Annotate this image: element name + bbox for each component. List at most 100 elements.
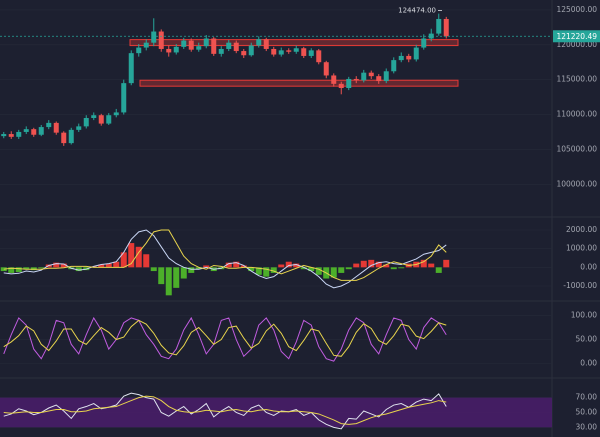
candle-body: [316, 50, 322, 63]
candle-body: [346, 78, 352, 89]
candle-body: [151, 31, 157, 43]
candle-body: [286, 50, 292, 52]
histogram-bar: [203, 265, 210, 268]
last-price-label: 121220.49: [556, 32, 597, 41]
candle-body: [428, 33, 434, 39]
histogram-bar: [113, 261, 120, 268]
histogram-bar: [98, 264, 105, 268]
candle-body: [271, 48, 277, 55]
histogram-bar: [443, 259, 450, 268]
histogram-bar: [165, 267, 172, 296]
candle-body: [308, 50, 314, 56]
candle-body: [8, 134, 14, 137]
indicator-line: [3, 392, 447, 430]
candle-body: [241, 51, 247, 56]
y-tick-label: 115000.00: [556, 75, 597, 84]
candle-body: [323, 62, 329, 76]
candle-body: [226, 42, 232, 49]
histogram-bar: [300, 267, 307, 270]
zone: [129, 39, 459, 47]
candle-body: [278, 50, 284, 55]
y-tick-label: 2000.00: [566, 225, 597, 234]
y-tick-label: 50.00: [576, 335, 598, 344]
y-tick-label: 70.00: [576, 393, 598, 402]
candle-body: [376, 76, 382, 82]
candle-body: [406, 55, 412, 60]
histogram-bar: [240, 265, 247, 268]
y-tick-label: 120000.00: [556, 40, 597, 49]
histogram-bar: [360, 260, 367, 268]
histogram-bar: [293, 263, 300, 268]
candle-body: [211, 38, 217, 54]
high-annotation: 124474.00: [398, 7, 436, 15]
histogram-bar: [120, 252, 127, 268]
histogram-bar: [188, 267, 195, 273]
candle-body: [106, 115, 112, 124]
y-tick-label: 100.00: [571, 311, 597, 320]
histogram-bar: [270, 267, 277, 273]
histogram-bar: [195, 267, 202, 270]
candle-body: [128, 53, 134, 84]
candle-body: [173, 46, 179, 53]
indicator-line: [3, 229, 447, 281]
y-tick-label: 1000.00: [566, 244, 597, 253]
histogram-bar: [38, 267, 45, 269]
histogram-bar: [15, 267, 22, 272]
indicator-line: [3, 319, 447, 357]
candle-body: [31, 129, 37, 135]
candle-body: [68, 129, 74, 144]
y-tick-label: 105000.00: [556, 144, 597, 153]
last-price-tag: [553, 30, 600, 43]
indicator-line: [3, 395, 447, 425]
y-tick-label: -1000.00: [563, 281, 597, 290]
histogram-bar: [158, 267, 165, 285]
candle-body: [46, 122, 52, 128]
histogram-bar: [345, 267, 352, 270]
histogram-bar: [330, 267, 337, 278]
histogram-bar: [53, 262, 60, 268]
candle-body: [361, 72, 367, 81]
candle-body: [136, 47, 142, 54]
indicator-line: [3, 316, 447, 362]
histogram-bar: [255, 267, 262, 275]
histogram-bar: [0, 267, 7, 272]
y-tick-label: 30.00: [576, 422, 598, 431]
histogram-bar: [398, 267, 405, 269]
histogram-bar: [105, 263, 112, 268]
candle-body: [203, 38, 209, 47]
candle-body: [61, 132, 67, 144]
histogram-bar: [263, 267, 270, 277]
histogram-bar: [383, 264, 390, 268]
candle-body: [398, 55, 404, 61]
candle-body: [143, 42, 149, 48]
band: [0, 397, 552, 428]
candle-body: [181, 40, 187, 47]
candle-body: [443, 18, 449, 37]
histogram-bar: [180, 267, 187, 279]
histogram-bar: [353, 263, 360, 268]
candle-body: [188, 40, 194, 50]
histogram-bar: [285, 261, 292, 268]
histogram-bar: [225, 262, 232, 268]
indicator-line: [3, 229, 447, 289]
histogram-bar: [135, 246, 142, 268]
histogram-bar: [8, 267, 15, 273]
candle-body: [293, 48, 299, 52]
histogram-bar: [233, 261, 240, 268]
candle-body: [383, 71, 389, 82]
candle-body: [421, 38, 427, 48]
histogram-bar: [368, 259, 375, 268]
candle-body: [436, 18, 442, 34]
candle-body: [196, 46, 202, 50]
candle-body: [121, 83, 127, 113]
candle-body: [166, 48, 172, 53]
candle-body: [98, 115, 104, 124]
candle-body: [91, 115, 97, 119]
candle-body: [158, 31, 164, 49]
candle-body: [256, 39, 262, 46]
histogram-bar: [428, 263, 435, 268]
candle-body: [218, 48, 224, 54]
y-tick-label: 0.00: [580, 358, 597, 367]
